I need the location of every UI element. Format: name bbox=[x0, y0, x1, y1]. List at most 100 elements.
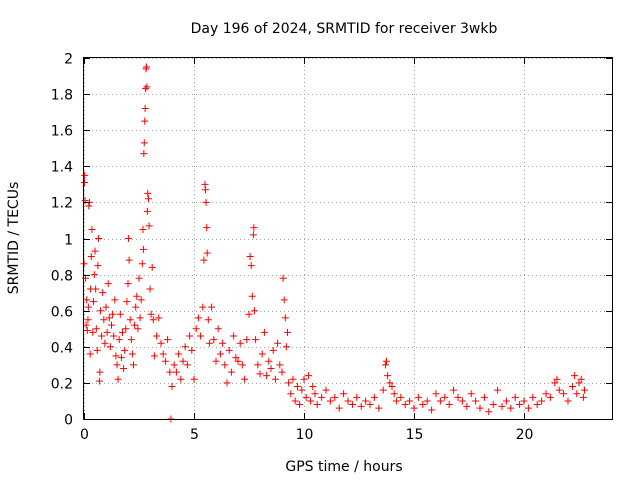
data-point bbox=[95, 235, 103, 242]
data-point bbox=[472, 397, 480, 405]
data-point bbox=[164, 336, 172, 344]
data-point bbox=[204, 316, 212, 324]
data-point bbox=[115, 336, 123, 344]
data-point bbox=[248, 292, 256, 300]
data-point bbox=[177, 375, 185, 383]
data-point bbox=[109, 310, 117, 318]
data-point bbox=[577, 375, 585, 383]
data-point bbox=[401, 401, 409, 409]
data-point bbox=[322, 386, 330, 394]
data-point bbox=[172, 368, 180, 376]
data-point bbox=[344, 397, 352, 405]
y-tick-label: 0.4 bbox=[51, 341, 73, 357]
data-point bbox=[279, 274, 287, 282]
data-point bbox=[309, 383, 317, 391]
data-point bbox=[97, 307, 104, 315]
data-point bbox=[489, 401, 497, 409]
data-point bbox=[249, 231, 257, 239]
data-point bbox=[103, 328, 111, 336]
data-point bbox=[245, 310, 253, 318]
data-point bbox=[203, 224, 211, 232]
y-tick-label: 1.6 bbox=[51, 124, 73, 140]
data-point bbox=[546, 393, 554, 401]
data-point bbox=[139, 225, 147, 233]
data-point bbox=[121, 346, 129, 354]
data-point bbox=[423, 397, 431, 405]
data-point bbox=[84, 303, 92, 311]
data-point bbox=[494, 386, 502, 394]
data-point bbox=[112, 352, 120, 360]
data-point bbox=[383, 357, 390, 365]
data-point bbox=[302, 393, 310, 401]
data-point bbox=[114, 375, 122, 383]
data-point bbox=[192, 325, 200, 333]
data-point bbox=[126, 316, 134, 324]
data-point bbox=[573, 390, 581, 398]
x-tick-label: 20 bbox=[516, 427, 534, 443]
data-point bbox=[524, 404, 532, 412]
data-point bbox=[188, 346, 196, 354]
data-point bbox=[414, 393, 422, 401]
y-tick-label: 0.2 bbox=[51, 377, 73, 393]
data-point bbox=[227, 368, 235, 376]
data-point bbox=[149, 316, 157, 324]
data-point bbox=[140, 150, 148, 158]
data-point bbox=[432, 390, 440, 398]
data-point bbox=[256, 370, 264, 378]
data-point bbox=[225, 346, 233, 354]
y-tick-label: 1.2 bbox=[51, 196, 73, 212]
data-point bbox=[243, 336, 251, 344]
data-point bbox=[480, 393, 488, 401]
data-point bbox=[551, 379, 559, 387]
data-point bbox=[111, 296, 119, 304]
data-point bbox=[520, 397, 528, 405]
data-point bbox=[384, 372, 392, 380]
axis-ticks: 00.20.40.60.811.21.41.61.820 5 10 15 20 bbox=[51, 52, 612, 443]
scatter-marks bbox=[80, 63, 588, 423]
data-point bbox=[406, 397, 414, 405]
data-point bbox=[117, 354, 125, 362]
data-point bbox=[219, 339, 227, 347]
data-point bbox=[99, 289, 107, 297]
data-point bbox=[441, 393, 449, 401]
data-point bbox=[143, 207, 151, 215]
data-point bbox=[538, 397, 546, 405]
data-point bbox=[476, 404, 484, 412]
data-point bbox=[375, 404, 383, 412]
data-point bbox=[98, 332, 106, 340]
data-point bbox=[141, 105, 149, 113]
data-point bbox=[507, 404, 515, 412]
data-point bbox=[265, 357, 273, 365]
y-tick-label: 1.4 bbox=[51, 160, 73, 176]
data-point bbox=[146, 285, 154, 293]
data-point bbox=[113, 361, 121, 369]
data-point bbox=[246, 253, 254, 261]
data-point bbox=[238, 361, 246, 369]
data-point bbox=[555, 386, 563, 394]
data-point bbox=[269, 346, 277, 354]
data-point bbox=[85, 202, 93, 210]
data-point bbox=[83, 327, 91, 335]
data-point bbox=[300, 375, 308, 383]
data-point bbox=[216, 350, 224, 358]
data-point bbox=[331, 393, 339, 401]
data-point bbox=[223, 379, 231, 387]
data-point bbox=[132, 303, 140, 311]
data-point bbox=[153, 332, 161, 340]
data-point bbox=[86, 350, 94, 358]
data-point bbox=[130, 361, 137, 369]
y-tick-label: 1.8 bbox=[51, 88, 73, 104]
data-point bbox=[127, 336, 135, 344]
data-point bbox=[170, 361, 178, 369]
data-point bbox=[105, 314, 113, 322]
data-point bbox=[144, 189, 152, 197]
data-point bbox=[276, 361, 284, 369]
y-axis-label: SRMTID / TECUs bbox=[6, 182, 22, 295]
data-point bbox=[122, 325, 130, 333]
data-point bbox=[168, 383, 176, 391]
data-point bbox=[280, 296, 288, 304]
data-point bbox=[511, 393, 519, 401]
data-point bbox=[205, 339, 213, 347]
data-point bbox=[89, 298, 97, 306]
